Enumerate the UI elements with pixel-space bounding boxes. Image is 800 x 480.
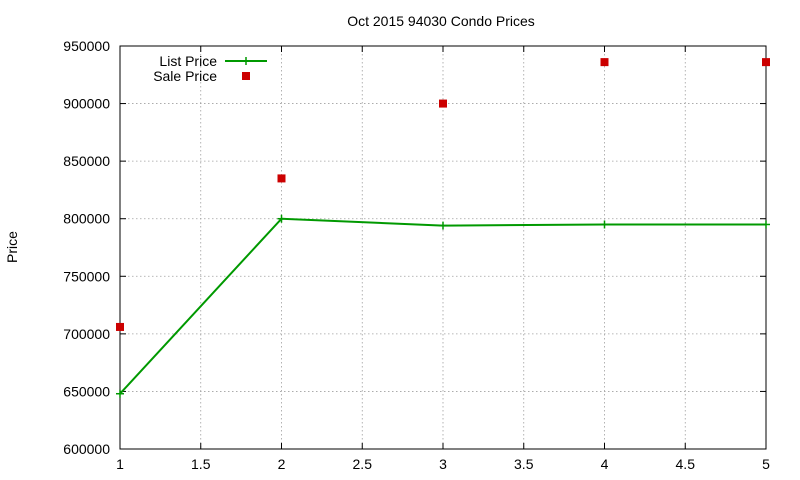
sale-price-point — [439, 99, 447, 108]
sale-price-point — [762, 58, 770, 67]
legend-marker — [242, 57, 250, 65]
y-tick-label: 950000 — [63, 38, 110, 54]
x-tick-label: 3 — [439, 456, 447, 472]
x-tick-label: 1.5 — [191, 456, 211, 472]
list-price-point — [600, 220, 609, 229]
x-tick-label: 1 — [116, 456, 124, 472]
x-tick-label: 2 — [278, 456, 286, 472]
chart-title: Oct 2015 94030 Condo Prices — [347, 13, 535, 29]
x-tick-label: 3.5 — [514, 456, 534, 472]
axis-ticks: 600000 650000 700000 750000 800000 850000 9000… — [63, 38, 770, 472]
sale-price-point — [116, 322, 124, 331]
y-tick-label: 850000 — [63, 153, 110, 169]
x-tick-label: 5 — [762, 456, 770, 472]
list-price-point — [116, 389, 124, 398]
x-tick-label: 4.5 — [676, 456, 696, 472]
legend-label: Sale Price — [153, 68, 217, 84]
legend-marker — [242, 72, 250, 80]
y-tick-label: 600000 — [63, 441, 110, 457]
y-tick-label: 800000 — [63, 211, 110, 227]
grid — [120, 46, 766, 449]
list-price-point — [762, 220, 770, 229]
y-tick-label: 900000 — [63, 96, 110, 112]
list-price-point — [439, 221, 447, 230]
y-tick-label: 750000 — [63, 268, 110, 284]
list-price-point — [277, 214, 286, 223]
sale-price-point — [277, 174, 286, 183]
legend-label: List Price — [159, 53, 217, 69]
y-axis-label: Price — [4, 231, 20, 263]
x-tick-label: 2.5 — [353, 456, 373, 472]
sale-price-point — [600, 58, 609, 67]
x-tick-label: 4 — [601, 456, 609, 472]
y-tick-label: 700000 — [63, 326, 110, 342]
y-tick-label: 650000 — [63, 383, 110, 399]
series — [116, 58, 770, 398]
